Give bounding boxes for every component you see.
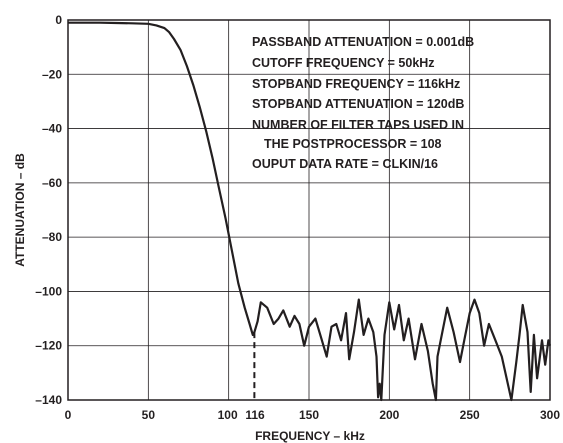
- x-tick-label: 50: [142, 408, 156, 422]
- x-axis-label: FREQUENCY – kHz: [255, 429, 365, 443]
- y-tick-label: –100: [35, 284, 62, 298]
- y-tick-labels: 0 –20 –40 –60 –80 –100 –120 –140: [35, 13, 62, 407]
- y-tick-label: –80: [42, 230, 62, 244]
- x-tick-label: 100: [218, 408, 238, 422]
- x-tick-label: 300: [540, 408, 560, 422]
- y-tick-label: –60: [42, 176, 62, 190]
- annotation-postprocessor: THE POSTPROCESSOR = 108: [264, 137, 442, 151]
- annotation-filter-taps: NUMBER OF FILTER TAPS USED IN: [252, 118, 464, 132]
- y-tick-label: 0: [55, 13, 62, 27]
- y-tick-label: –120: [35, 339, 62, 353]
- x-tick-label: 150: [299, 408, 319, 422]
- annotation-block: PASSBAND ATTENUATION = 0.001dB CUTOFF FR…: [252, 35, 474, 171]
- series-line: [68, 21, 552, 402]
- y-axis-label: ATTENUATION – dB: [13, 153, 27, 267]
- x-tick-label: 0: [65, 408, 72, 422]
- y-tick-label: –140: [35, 393, 62, 407]
- grid-lines: [67, 19, 551, 401]
- plot-frame: [67, 19, 551, 401]
- x-tick-label: 200: [379, 408, 399, 422]
- y-tick-label: –40: [42, 122, 62, 136]
- x-tick-labels: 0 50 100 116 150 200 250 300: [65, 408, 561, 422]
- x-tick-label: 250: [460, 408, 480, 422]
- annotation-stopband-attenuation: STOPBAND ATTENUATION = 120dB: [252, 97, 464, 111]
- series-layer: [68, 21, 552, 402]
- annotation-passband: PASSBAND ATTENUATION = 0.001dB: [252, 35, 474, 49]
- annotation-cutoff: CUTOFF FREQUENCY = 50kHz: [252, 56, 435, 70]
- annotation-stopband-frequency: STOPBAND FREQUENCY = 116kHz: [252, 77, 460, 91]
- annotation-output-rate: OUPUT DATA RATE = CLKIN/16: [252, 157, 438, 171]
- y-tick-label: –20: [42, 67, 62, 81]
- x-tick-label: 116: [245, 408, 265, 422]
